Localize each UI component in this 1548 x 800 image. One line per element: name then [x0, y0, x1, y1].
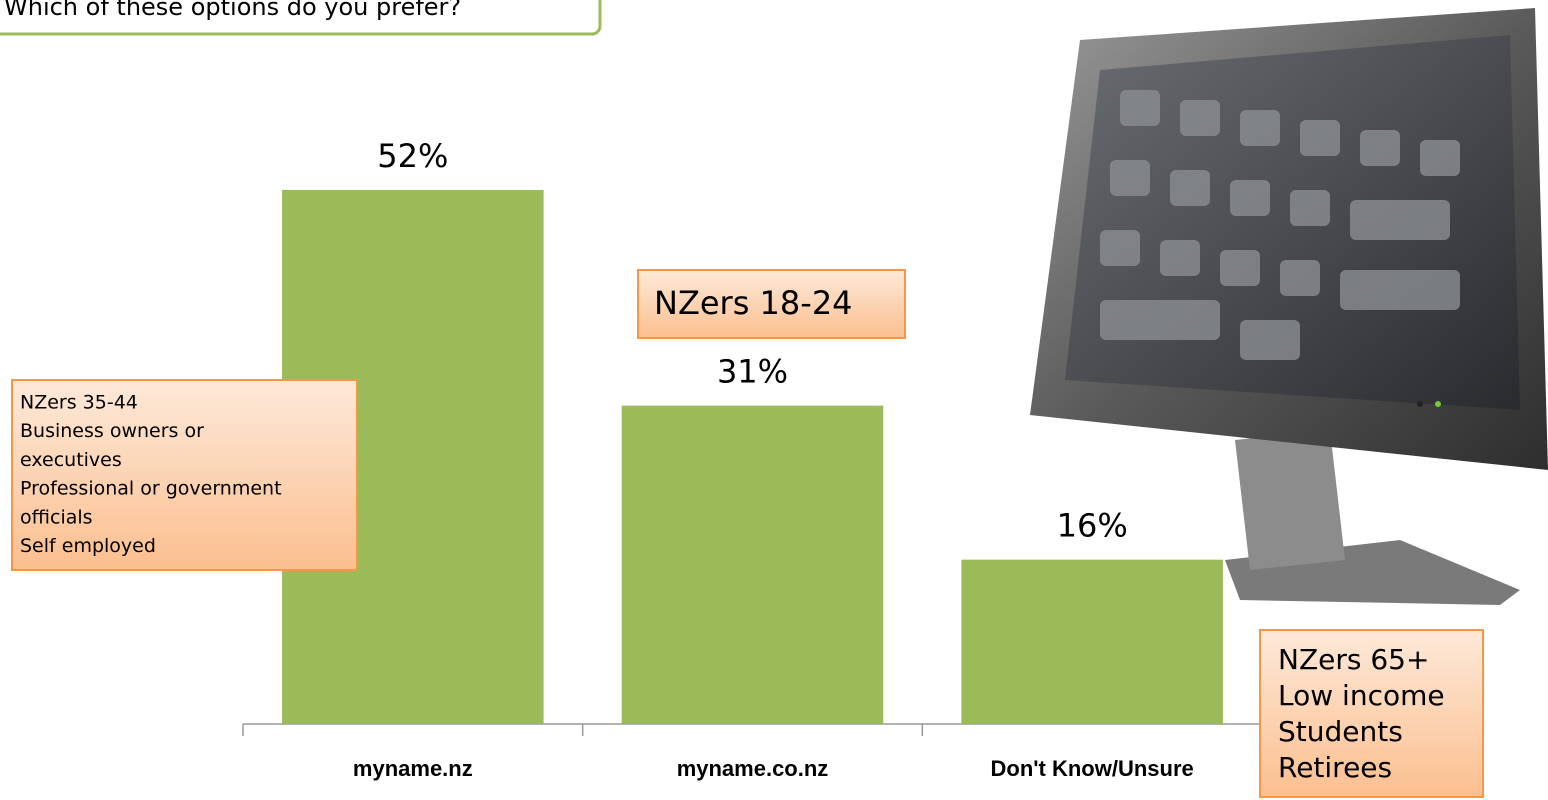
annotation-text: Self employed [20, 535, 156, 557]
value-label: 31% [717, 353, 788, 391]
x-tick-label: myname.nz [353, 756, 473, 781]
annotation-text: NZers 35-44 [20, 392, 138, 414]
annotation-text: officials [20, 506, 93, 528]
value-label: 16% [1057, 507, 1128, 545]
value-label: 52% [377, 137, 448, 175]
annotation-text: executives [20, 449, 122, 471]
annotation-text: Business owners or [20, 420, 204, 442]
chart-title: Which of these options do you prefer? [4, 0, 461, 21]
x-tick-label: myname.co.nz [677, 756, 829, 781]
annotation-text: NZers 18-24 [654, 284, 853, 322]
annotation-text: Low income [1278, 679, 1445, 712]
bar [622, 406, 884, 724]
annotation-text: Students [1278, 715, 1403, 748]
slide: Which of these options do you prefer? 52… [0, 0, 1548, 800]
bar [961, 560, 1223, 724]
x-tick-label: Don't Know/Unsure [991, 756, 1194, 781]
annotation-text: NZers 65+ [1278, 643, 1429, 676]
annotation-text: Professional or government [20, 478, 282, 500]
annotation-text: Retirees [1278, 751, 1392, 784]
